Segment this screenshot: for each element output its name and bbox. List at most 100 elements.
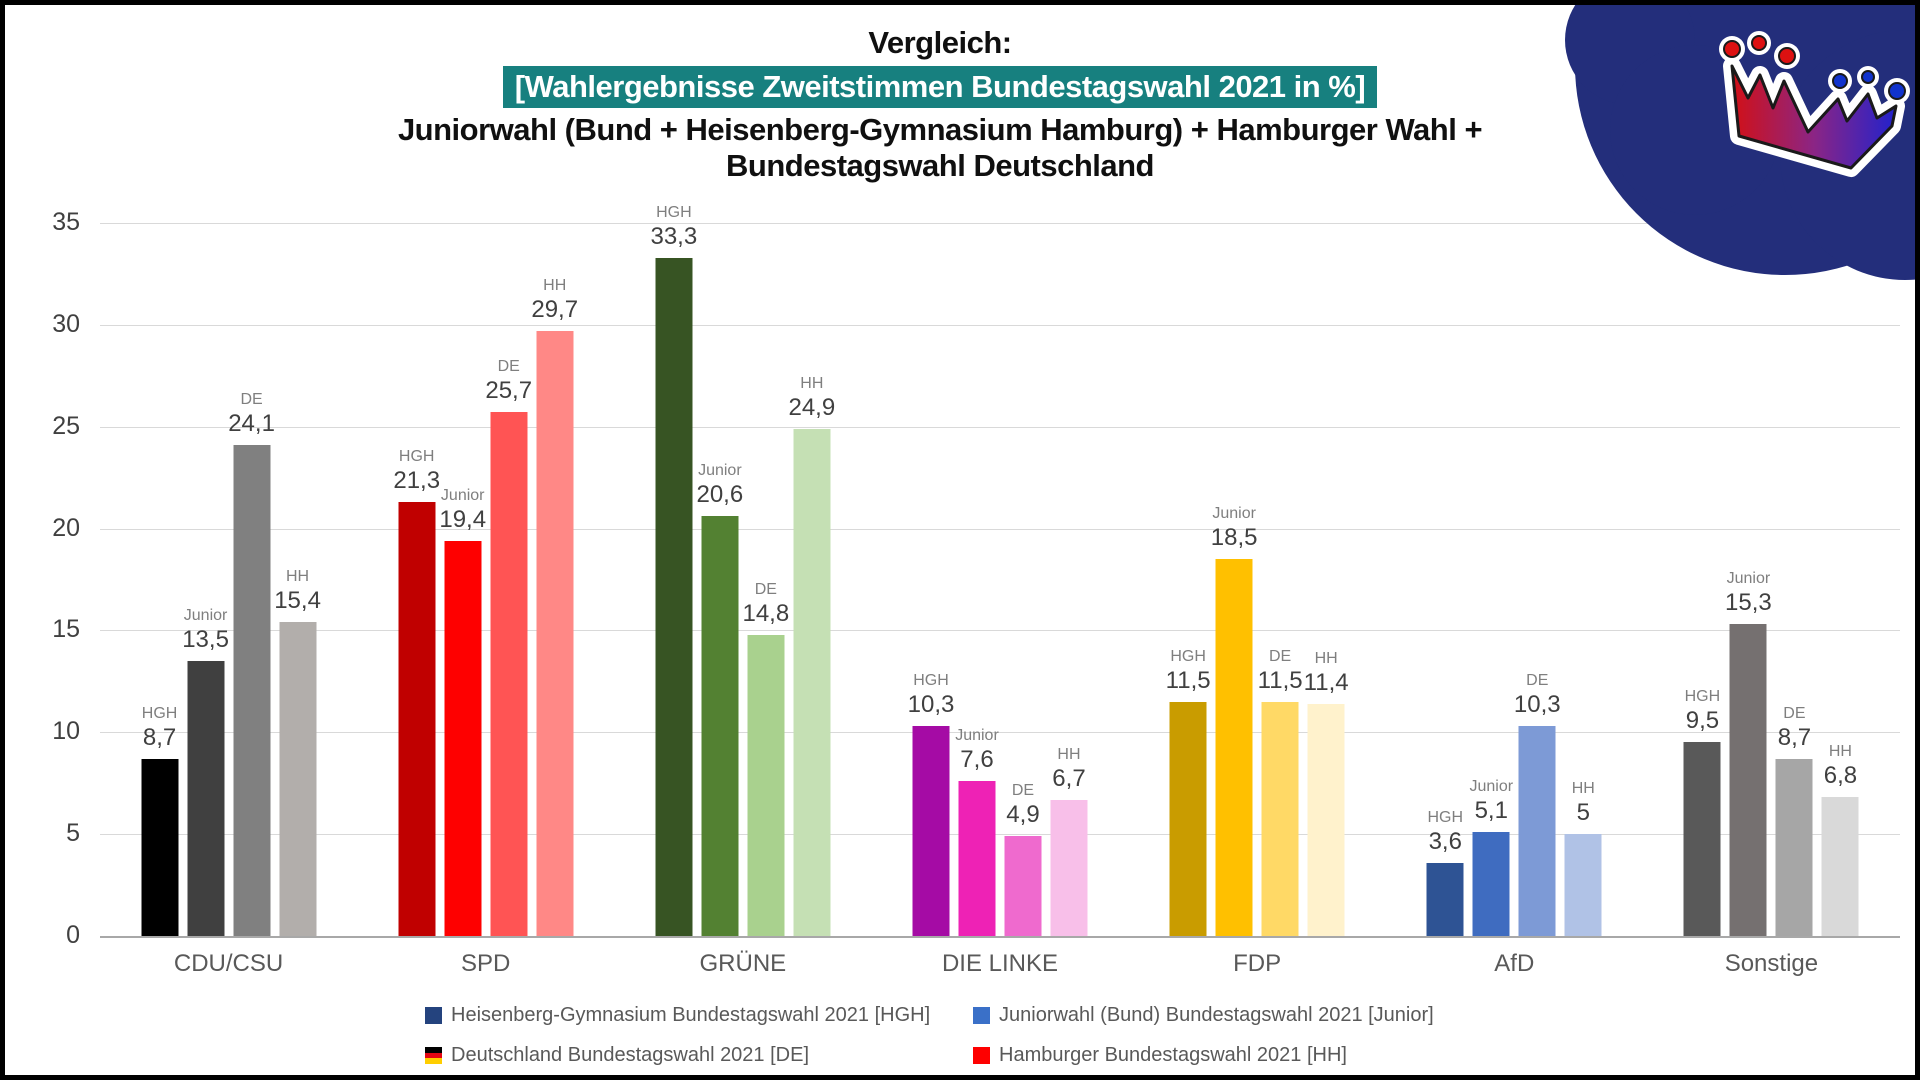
legend-marker-square-icon bbox=[973, 1047, 990, 1064]
bar-cluster: HGH 3,6 Junior 5,1 DE 10,3 HH 5 bbox=[1426, 672, 1602, 936]
legend-marker-german-flag-icon bbox=[425, 1047, 442, 1065]
bar-value-label: 11,4 bbox=[1303, 669, 1349, 697]
bar-column: DE 24,1 bbox=[228, 391, 275, 936]
bar-column: HH 6,8 bbox=[1821, 743, 1859, 936]
y-axis-tick-label: 5 bbox=[66, 819, 80, 848]
bar-value-label: 8,7 bbox=[1777, 724, 1812, 752]
bar-series-tag: HH bbox=[1571, 780, 1595, 798]
bar-column: HGH 21,3 bbox=[393, 448, 440, 936]
bar bbox=[1775, 759, 1813, 936]
bar-series-tag: DE bbox=[1526, 672, 1549, 690]
crown-dot bbox=[1832, 73, 1848, 89]
gridline bbox=[100, 223, 1900, 224]
legend-label: Heisenberg-Gymnasium Bundestagswahl 2021… bbox=[451, 1004, 931, 1026]
bar-series-tag: DE bbox=[1011, 782, 1035, 800]
y-axis-tick-label: 10 bbox=[52, 717, 80, 746]
bar-column: Junior 18,5 bbox=[1211, 505, 1257, 936]
bar-value-label: 8,7 bbox=[142, 724, 177, 752]
crown-icon bbox=[1719, 31, 1910, 177]
bar-chart-plot-area: 0 5 10 15 20 25 30 35 HGH 8,7 Junior 13,5 DE 24,1 HH 15… bbox=[52, 204, 1900, 977]
legend-item: Heisenberg-Gymnasium Bundestagswahl 2021… bbox=[425, 1004, 973, 1027]
bar-series-tag: DE bbox=[754, 581, 777, 599]
category-label: DIE LINKE bbox=[941, 950, 1059, 977]
bar bbox=[655, 258, 693, 936]
bar-value-label: 19,4 bbox=[439, 506, 487, 534]
bar bbox=[1307, 704, 1345, 936]
bar-value-label: 5,1 bbox=[1474, 797, 1508, 825]
bar-series-tag: DE bbox=[240, 391, 263, 409]
gridline bbox=[100, 528, 1900, 530]
bar-column: Junior 19,4 bbox=[439, 487, 486, 936]
bar-value-label: 10,3 bbox=[1513, 691, 1561, 719]
bar bbox=[1261, 702, 1299, 936]
bar-value-label: 7,6 bbox=[960, 746, 994, 774]
bar-column: HH 6,7 bbox=[1050, 746, 1088, 936]
bar-cluster: HGH 33,3 Junior 20,6 DE 14,8 HH 24,9 bbox=[650, 204, 835, 936]
bar-series-tag: HGH bbox=[913, 672, 949, 690]
bar bbox=[793, 429, 831, 936]
bar-group: HGH 10,3 Junior 7,6 DE 4,9 HH 6,7 DIE LINKE bbox=[871, 223, 1128, 977]
bar-cluster: HGH 9,5 Junior 15,3 DE 8,7 HH 6,8 bbox=[1683, 570, 1859, 936]
bar-column: DE 4,9 bbox=[1004, 782, 1042, 936]
bar-value-label: 11,5 bbox=[1257, 667, 1303, 695]
bar-value-label: 3,6 bbox=[1428, 828, 1462, 856]
bar-cluster: HGH 8,7 Junior 13,5 DE 24,1 HH 15,4 bbox=[141, 391, 321, 936]
bar-column: HGH 10,3 bbox=[908, 672, 954, 936]
bar-series-tag: HGH bbox=[398, 448, 435, 466]
bar-value-label: 18,5 bbox=[1210, 524, 1258, 552]
bar bbox=[490, 412, 528, 936]
flag-stripe bbox=[425, 1058, 442, 1065]
bar bbox=[1169, 702, 1207, 936]
bar-column: HGH 11,5 bbox=[1166, 648, 1211, 936]
bar-series-tag: HH bbox=[543, 277, 567, 295]
bar-value-label: 15,4 bbox=[274, 587, 321, 615]
bar-series-tag: Junior bbox=[1469, 778, 1514, 796]
bar-series-tag: HGH bbox=[141, 705, 178, 723]
legend-item: Hamburger Bundestagswahl 2021 [HH] bbox=[973, 1044, 1434, 1067]
bar bbox=[1729, 624, 1767, 936]
bar-column: Junior 15,3 bbox=[1725, 570, 1772, 936]
category-label: AfD bbox=[1494, 950, 1535, 977]
bar-column: HGH 8,7 bbox=[141, 705, 179, 936]
bar bbox=[1004, 836, 1042, 936]
bar-series-tag: Junior bbox=[1726, 570, 1771, 588]
bar-value-label: 4,9 bbox=[1006, 801, 1040, 829]
bar bbox=[1518, 726, 1556, 936]
bar-column: Junior 13,5 bbox=[182, 607, 229, 936]
bar-series-tag: HGH bbox=[1684, 688, 1721, 706]
chart-title-block: Vergleich: [Wahlergebnisse Zweitstimmen … bbox=[5, 25, 1875, 184]
bar-column: DE 8,7 bbox=[1775, 705, 1813, 936]
bar-column: DE 25,7 bbox=[485, 358, 532, 936]
bar bbox=[536, 331, 574, 936]
title-line-3: Juniorwahl (Bund + Heisenberg-Gymnasium … bbox=[397, 112, 1483, 148]
bar-series-tag: Junior bbox=[1212, 505, 1256, 523]
bar-column: Junior 20,6 bbox=[696, 462, 743, 936]
bar-series-tag: Junior bbox=[440, 487, 485, 505]
x-axis-line bbox=[100, 936, 1900, 938]
bar-column: Junior 7,6 bbox=[955, 727, 999, 936]
flag-stripe bbox=[425, 1047, 442, 1053]
category-label: GRÜNE bbox=[699, 950, 787, 977]
bar-group: HGH 11,5 Junior 18,5 DE 11,5 HH 11,4 FDP bbox=[1129, 223, 1386, 977]
juniorwahl-crown-logo bbox=[1565, 5, 1915, 280]
bar-cluster: HGH 21,3 Junior 19,4 DE 25,7 HH 29,7 bbox=[393, 277, 578, 936]
chart-legend: Heisenberg-Gymnasium Bundestagswahl 2021… bbox=[425, 1004, 1434, 1067]
crown-dot bbox=[1778, 47, 1796, 65]
bar bbox=[1050, 800, 1088, 936]
bar-column: HH 5 bbox=[1564, 780, 1602, 936]
bar-value-label: 25,7 bbox=[485, 377, 533, 405]
bar bbox=[1472, 832, 1510, 936]
bar-value-label: 6,7 bbox=[1052, 765, 1086, 793]
bar-group: HGH 21,3 Junior 19,4 DE 25,7 HH 29,7 SPD bbox=[357, 223, 614, 977]
bar-column: Junior 5,1 bbox=[1469, 778, 1513, 936]
bar-value-label: 33,3 bbox=[650, 223, 698, 251]
title-line-2-highlight: [Wahlergebnisse Zweitstimmen Bundestagsw… bbox=[502, 65, 1378, 109]
bar-value-label: 5 bbox=[1576, 799, 1590, 827]
bar-group: HGH 8,7 Junior 13,5 DE 24,1 HH 15,4 CDU/CSU bbox=[100, 223, 357, 977]
bar bbox=[747, 635, 785, 936]
bar-column: HH 11,4 bbox=[1304, 650, 1349, 936]
legend-marker-square-icon bbox=[973, 1007, 990, 1024]
legend-label: Hamburger Bundestagswahl 2021 [HH] bbox=[999, 1044, 1347, 1066]
gridline bbox=[100, 630, 1900, 632]
bar bbox=[701, 516, 739, 936]
